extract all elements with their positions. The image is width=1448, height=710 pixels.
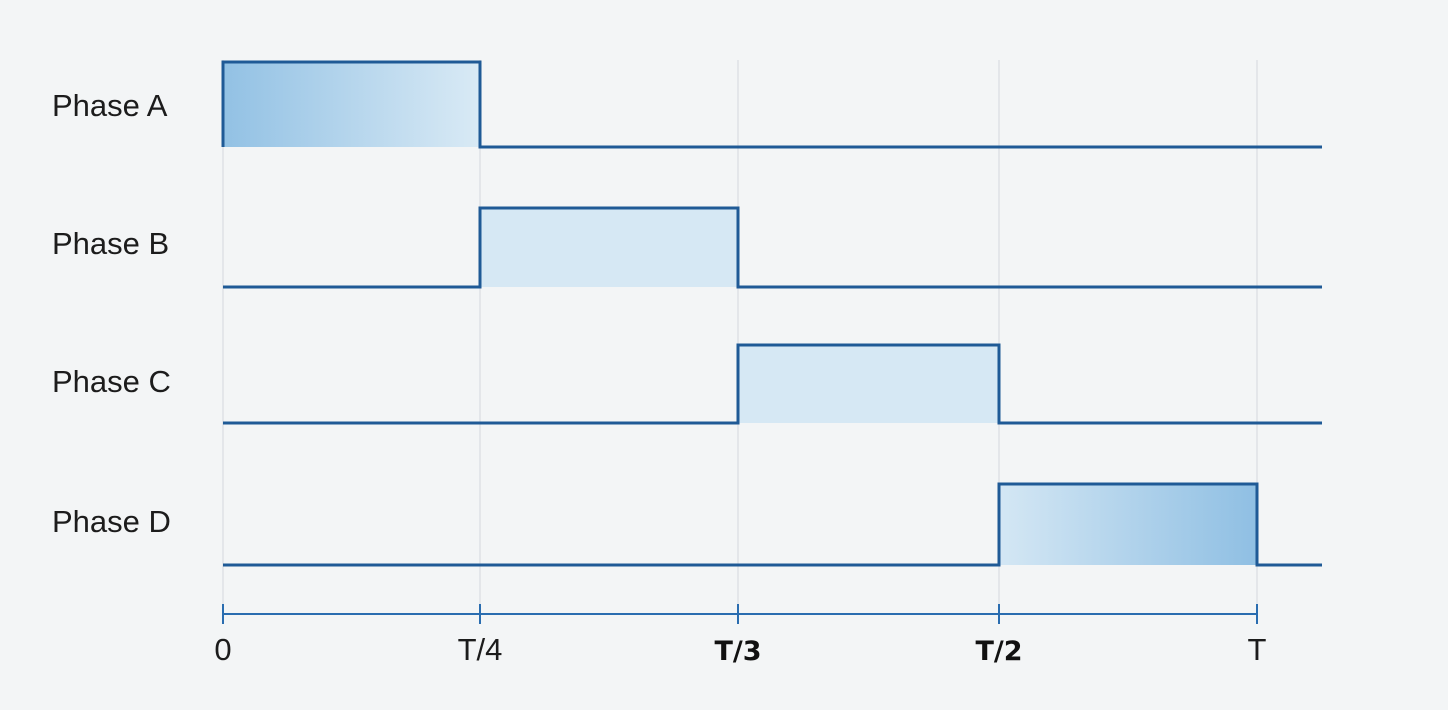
phase-b-label: Phase B [52, 226, 169, 261]
tick-label-1: T/4 [458, 632, 503, 667]
tick-label-4: T [1248, 632, 1267, 667]
phase-c-pulse-fill [738, 345, 999, 423]
tick-label-3: T/2 [975, 636, 1022, 667]
phase-d-pulse-fill [999, 484, 1257, 565]
phase-c-waveform [223, 343, 1322, 425]
tick-label-2: T/3 [714, 636, 761, 667]
pulse-fills [223, 62, 1257, 565]
time-axis: 0 T/4 T/3 T/2 T [214, 604, 1267, 667]
waveforms [221, 60, 1322, 567]
tick-label-0: 0 [214, 632, 231, 667]
phase-d-waveform [223, 482, 1322, 567]
phase-labels: Phase A Phase B Phase C Phase D [52, 88, 171, 539]
phase-b-waveform [223, 206, 1322, 289]
phase-a-label: Phase A [52, 88, 168, 123]
phase-b-pulse-fill [480, 208, 738, 287]
phase-d-label: Phase D [52, 504, 171, 539]
phase-c-label: Phase C [52, 364, 171, 399]
phase-a-pulse-fill [223, 62, 480, 147]
phase-a-waveform [221, 60, 1322, 149]
